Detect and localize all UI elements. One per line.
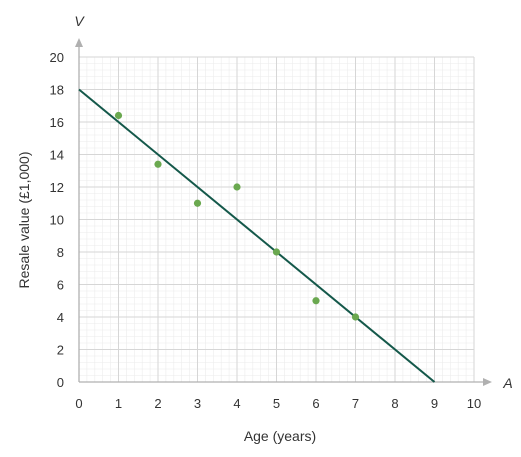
y-tick-label: 18	[50, 83, 64, 98]
x-tick-label: 9	[431, 396, 438, 411]
x-tick-label: 0	[75, 396, 82, 411]
x-axis-arrow	[483, 378, 492, 386]
x-tick-label: 4	[233, 396, 240, 411]
y-axis-variable: V	[74, 13, 85, 29]
x-tick-label: 1	[115, 396, 122, 411]
data-point	[193, 199, 202, 207]
y-tick-label: 12	[50, 180, 64, 195]
x-axis-variable: A	[502, 375, 512, 391]
trend-line-group	[78, 88, 436, 383]
data-point	[312, 297, 320, 305]
y-tick-label: 8	[57, 245, 64, 260]
x-tick-label: 3	[194, 396, 201, 411]
data-point	[351, 313, 360, 321]
trend-line	[78, 88, 436, 383]
data-points	[114, 111, 360, 321]
y-tick-label: 2	[57, 343, 64, 358]
y-tick-label: 0	[57, 375, 64, 390]
x-tick-label: 10	[467, 396, 481, 411]
x-tick-labels: 0 1 2 3 4 5 6 7 8 9 10	[75, 396, 481, 411]
y-tick-label: 14	[50, 148, 64, 163]
y-tick-label: 4	[57, 310, 64, 325]
y-tick-labels: 0 2 4 6 8 10 12 14 16 18 20	[50, 50, 64, 390]
x-tick-label: 5	[273, 396, 280, 411]
x-tick-label: 8	[391, 396, 398, 411]
data-point	[272, 248, 281, 256]
x-tick-label: 2	[154, 396, 161, 411]
y-tick-label: 6	[57, 278, 64, 293]
y-axis-arrow	[75, 38, 83, 47]
y-tick-label: 16	[50, 115, 64, 130]
x-tick-label: 7	[352, 396, 359, 411]
y-tick-label: 10	[50, 213, 64, 228]
data-point	[233, 183, 241, 191]
axes	[75, 38, 492, 386]
y-tick-label: 20	[50, 50, 64, 65]
data-point	[114, 111, 123, 120]
data-point	[154, 160, 162, 168]
major-grid	[78, 56, 475, 383]
x-axis-title: Age (years)	[244, 428, 316, 444]
x-tick-label: 6	[312, 396, 319, 411]
y-axis-title: Resale value (£1,000)	[16, 152, 32, 289]
